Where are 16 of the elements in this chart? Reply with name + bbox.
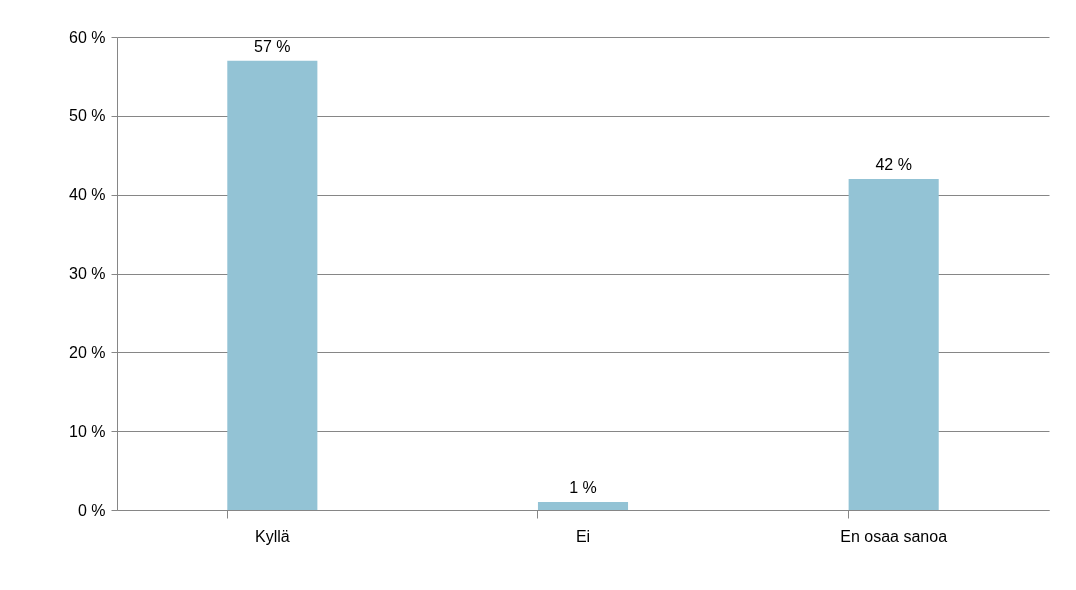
bar <box>537 502 629 510</box>
x-tick-label: En osaa sanoa <box>840 527 948 545</box>
y-tick-label: 60 % <box>69 28 106 46</box>
y-tick-label: 30 % <box>69 265 106 282</box>
bar <box>227 60 318 510</box>
y-tick-label: 0 % <box>77 501 106 519</box>
data-label: 57 % <box>254 37 291 55</box>
data-label: 1 % <box>569 479 597 497</box>
x-tick-label: Kyllä <box>254 527 290 545</box>
y-tick-label: 20 % <box>69 343 106 361</box>
y-tick-label: 40 % <box>69 186 106 204</box>
bar <box>848 178 939 510</box>
y-tick-label: 50 % <box>69 107 106 125</box>
data-label: 42 % <box>875 155 912 173</box>
x-tick-label: Ei <box>575 527 591 545</box>
y-tick-label: 10 % <box>69 422 106 440</box>
